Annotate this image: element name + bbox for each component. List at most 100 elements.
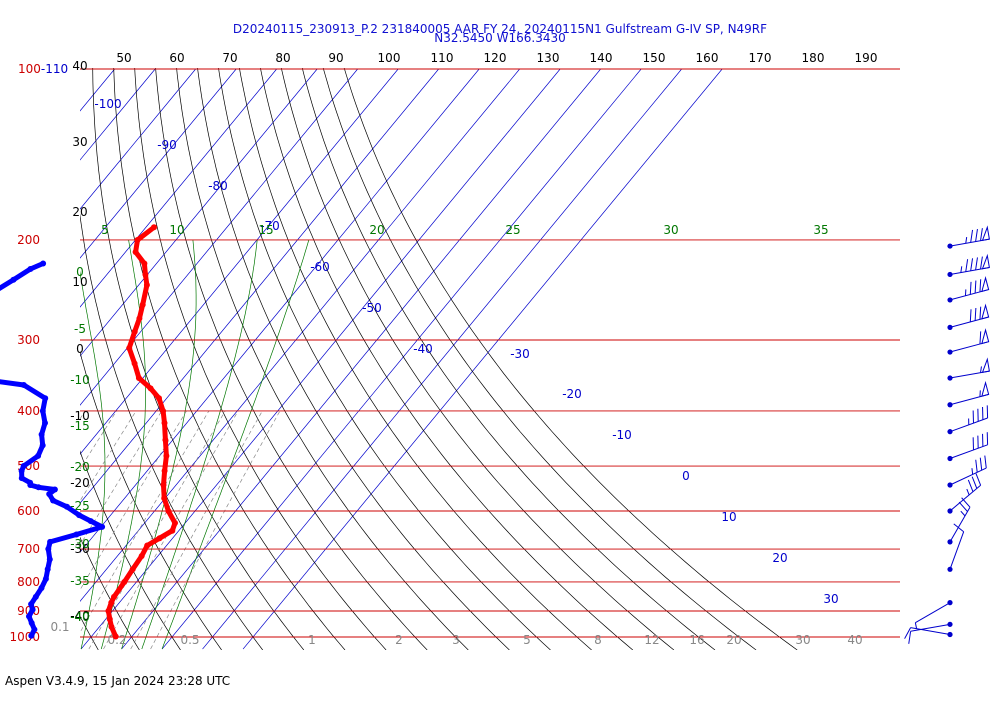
theta-top-label: 60 xyxy=(169,51,184,65)
temperature-profile-point xyxy=(160,408,166,414)
wind-barb-feather xyxy=(971,230,973,243)
mixing-ratio-label: 16 xyxy=(689,633,704,647)
mixing-ratio-label: 5 xyxy=(523,633,531,647)
temperature-profile-point xyxy=(113,634,119,640)
dewpoint-profile-point xyxy=(21,382,27,388)
dewpoint-profile-point xyxy=(11,277,17,283)
isotherm-line xyxy=(0,69,74,649)
wind-barb xyxy=(947,524,963,572)
dry-adiabat-line xyxy=(198,68,510,650)
dry-adiabat-left-label: 20 xyxy=(72,205,87,219)
wind-barb-half-feather xyxy=(961,511,965,516)
wind-barb-feather xyxy=(954,524,964,532)
dewpoint-profile-point xyxy=(99,524,105,530)
wind-barb-feather xyxy=(970,309,971,322)
dewpoint-profile-point xyxy=(46,491,52,497)
isotherm-label: 20 xyxy=(772,551,787,565)
wind-barb-base xyxy=(947,402,952,407)
wind-barb xyxy=(947,456,986,488)
wind-barb-feather xyxy=(970,282,971,295)
wind-barb-base xyxy=(947,349,952,354)
wind-barb-base xyxy=(947,297,952,302)
isotherm-line xyxy=(41,69,520,649)
dewpoint-profile-point xyxy=(30,607,36,613)
wind-barbs-layer xyxy=(905,227,990,643)
moist-adiabat-top-label: 5 xyxy=(101,223,109,237)
wind-barb-pennant xyxy=(982,256,989,269)
temperature-profile-point xyxy=(136,375,142,381)
wind-barb-base xyxy=(947,508,952,513)
theta-top-label: 160 xyxy=(696,51,719,65)
wind-barb-feather xyxy=(985,456,986,469)
wind-barb-staff xyxy=(950,468,986,485)
mixing-ratio-label: 0.1 xyxy=(50,620,69,634)
wind-barb xyxy=(947,330,988,355)
wind-barb xyxy=(947,256,989,277)
temperature-profile-point xyxy=(108,600,114,606)
wind-barb xyxy=(947,383,988,408)
temperature-profile-point xyxy=(140,302,146,308)
temperature-profile-point xyxy=(107,616,113,622)
temperature-profile-point xyxy=(162,437,168,443)
wind-barb-feather xyxy=(976,257,978,270)
mixing-ratio-label: 20 xyxy=(726,633,741,647)
isotherm-label: -50 xyxy=(362,301,382,315)
dewpoint-profile-point xyxy=(73,532,79,538)
dewpoint-profile-point xyxy=(28,633,34,639)
temperature-profile-point xyxy=(151,224,157,230)
wind-barb-base xyxy=(947,456,952,461)
moist-adiabat-top-label: 25 xyxy=(505,223,520,237)
wind-barb xyxy=(947,359,989,380)
temperature-profile-point xyxy=(141,261,147,267)
theta-top-label: 70 xyxy=(222,51,237,65)
theta-top-label: 110 xyxy=(431,51,454,65)
wind-barb-feather xyxy=(980,279,981,292)
moist-adiabat-top-label: 15 xyxy=(258,223,273,237)
temperature-profile-point xyxy=(144,543,150,549)
dewpoint-profile-point xyxy=(29,620,35,626)
dry-adiabat-line xyxy=(0,68,16,650)
wind-barb-feather xyxy=(972,477,977,489)
dewpoint-profile-point xyxy=(39,585,45,591)
temperature-profile-point xyxy=(148,385,154,391)
theta-top-label: 120 xyxy=(484,51,507,65)
wind-barb-base xyxy=(947,243,952,248)
temperature-profile-point xyxy=(162,420,168,426)
theta-top-label: 50 xyxy=(116,51,131,65)
dry-adiabat-line xyxy=(323,68,756,650)
wind-barb-feather xyxy=(980,307,981,320)
dewpoint-profile-point xyxy=(45,546,51,552)
dewpoint-profile-point xyxy=(21,463,27,469)
temperature-profile-point xyxy=(132,329,138,335)
wind-barb xyxy=(947,405,987,434)
footer-text: Aspen V3.4.9, 15 Jan 2024 23:28 UTC xyxy=(5,674,230,688)
isotherm-label: -90 xyxy=(157,138,177,152)
isobar-label: 400 xyxy=(17,404,40,418)
moist-adiabat-left-label: -40 xyxy=(70,610,90,624)
wind-barb-base xyxy=(947,632,952,637)
temperature-profile-point xyxy=(130,566,136,572)
dewpoint-profile-point xyxy=(31,627,37,633)
isotherm-label: -30 xyxy=(510,347,530,361)
grid-lines xyxy=(0,68,797,650)
wind-barb xyxy=(905,628,953,639)
dry-adiabat-line xyxy=(344,68,797,650)
moist-adiabat-top-label: 30 xyxy=(663,223,678,237)
dewpoint-profile-point xyxy=(43,576,49,582)
dewpoint-profile-point xyxy=(27,480,33,486)
temperature-profile-point xyxy=(157,535,163,541)
dewpoint-profile-point xyxy=(42,420,48,426)
dewpoint-profile-point xyxy=(40,408,46,414)
moist-adiabat-top-label: 35 xyxy=(813,223,828,237)
wind-barb-feather xyxy=(975,281,976,294)
wind-barb-feather xyxy=(980,458,981,471)
temperature-profile-point xyxy=(165,508,171,514)
wind-barb-base xyxy=(947,622,952,627)
mixing-ratio-label: 40 xyxy=(847,633,862,647)
dewpoint-profile-point xyxy=(76,512,82,518)
dewpoint-profile-point xyxy=(40,442,46,448)
wind-barb-base xyxy=(947,325,952,330)
dewpoint-profile-point xyxy=(52,487,58,493)
isotherm-label: 0 xyxy=(682,469,690,483)
